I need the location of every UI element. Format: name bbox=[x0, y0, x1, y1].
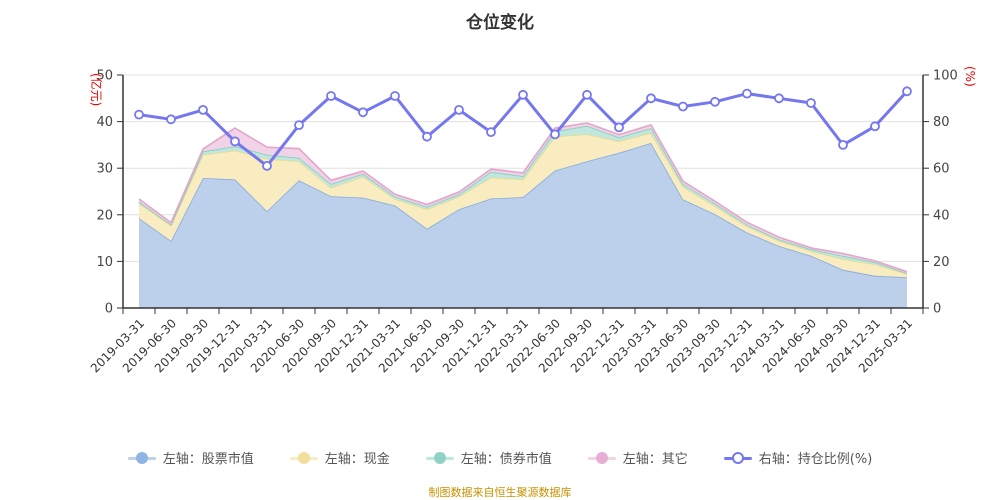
legend-item-bond-value[interactable]: 左轴：债券市值 bbox=[425, 448, 552, 467]
position-ratio-marker bbox=[326, 91, 336, 101]
position-ratio-marker bbox=[678, 101, 688, 112]
legend-item-position-ratio[interactable]: 右轴：持仓比例(%) bbox=[723, 448, 873, 467]
position-ratio-marker bbox=[582, 89, 592, 100]
right-tick-label: 60 bbox=[933, 162, 950, 177]
chart-legend: 左轴：股票市值 左轴：现金 左轴：债券市值 左轴：其它 右轴：持仓比例(%) bbox=[0, 448, 1000, 467]
right-tick-label: 100 bbox=[933, 69, 958, 84]
legend-item-other[interactable]: 左轴：其它 bbox=[587, 448, 688, 467]
position-ratio-marker bbox=[614, 122, 624, 133]
position-ratio-marker bbox=[550, 129, 560, 140]
position-ratio-marker bbox=[134, 109, 144, 120]
right-axis-name: (%) bbox=[963, 66, 977, 87]
area-border-3 bbox=[138, 122, 908, 273]
position-ratio-marker bbox=[742, 88, 752, 99]
data-source-note: 制图数据来自恒生聚源数据库 bbox=[428, 486, 572, 499]
legend-item-cash[interactable]: 左轴：现金 bbox=[289, 448, 390, 467]
position-ratio-marker bbox=[870, 121, 880, 132]
right-tick-label: 40 bbox=[933, 208, 950, 223]
position-ratio-marker bbox=[902, 86, 912, 97]
position-ratio-marker bbox=[262, 160, 272, 171]
cash-series-icon bbox=[289, 451, 318, 464]
chart-canvas: 010203040500204060801002019-03-312019-06… bbox=[88, 66, 977, 375]
position-ratio-marker bbox=[294, 120, 304, 130]
right-tick-label: 0 bbox=[933, 302, 941, 317]
legend-item-stock-value[interactable]: 左轴：股票市值 bbox=[127, 448, 254, 467]
legend-label: 左轴：现金 bbox=[324, 452, 390, 467]
area-series-1 bbox=[139, 132, 907, 278]
left-tick-label: 10 bbox=[96, 255, 113, 270]
left-axis-name: (亿元) bbox=[89, 73, 104, 106]
right-tick-label: 80 bbox=[933, 115, 950, 130]
other-series-icon bbox=[587, 451, 616, 464]
position-ratio-marker bbox=[518, 89, 528, 100]
page-title: 仓位变化 bbox=[466, 13, 534, 33]
left-tick-label: 40 bbox=[96, 115, 113, 130]
position-ratio-marker bbox=[838, 139, 848, 150]
position-ratio-marker bbox=[774, 93, 784, 104]
area-series-0 bbox=[139, 143, 907, 308]
position-ratio-marker bbox=[710, 96, 720, 107]
left-tick-label: 0 bbox=[105, 302, 113, 317]
position-ratio-marker bbox=[454, 105, 464, 115]
position-ratio-marker bbox=[806, 98, 816, 108]
position-ratio-marker bbox=[390, 91, 400, 101]
legend-label: 右轴：持仓比例(%) bbox=[758, 452, 873, 467]
left-tick-label: 20 bbox=[96, 208, 113, 223]
position-ratio-series-icon bbox=[723, 451, 752, 464]
position-ratio-marker bbox=[358, 107, 368, 118]
legend-label: 左轴：股票市值 bbox=[162, 452, 254, 467]
position-ratio-marker bbox=[198, 105, 208, 115]
position-ratio-marker bbox=[486, 127, 496, 138]
legend-label: 左轴：债券市值 bbox=[460, 452, 552, 467]
position-ratio-marker bbox=[646, 93, 656, 104]
right-tick-label: 20 bbox=[933, 255, 950, 270]
left-tick-label: 30 bbox=[96, 162, 113, 177]
left-tick-label: 50 bbox=[96, 69, 113, 84]
legend-label: 左轴：其它 bbox=[622, 452, 688, 467]
position-ratio-marker bbox=[166, 114, 176, 125]
stock-series-icon bbox=[127, 451, 156, 464]
position-ratio-marker bbox=[422, 131, 432, 142]
bond-series-icon bbox=[425, 451, 454, 464]
position-ratio-marker bbox=[230, 136, 240, 147]
position-ratio-line bbox=[137, 89, 909, 168]
